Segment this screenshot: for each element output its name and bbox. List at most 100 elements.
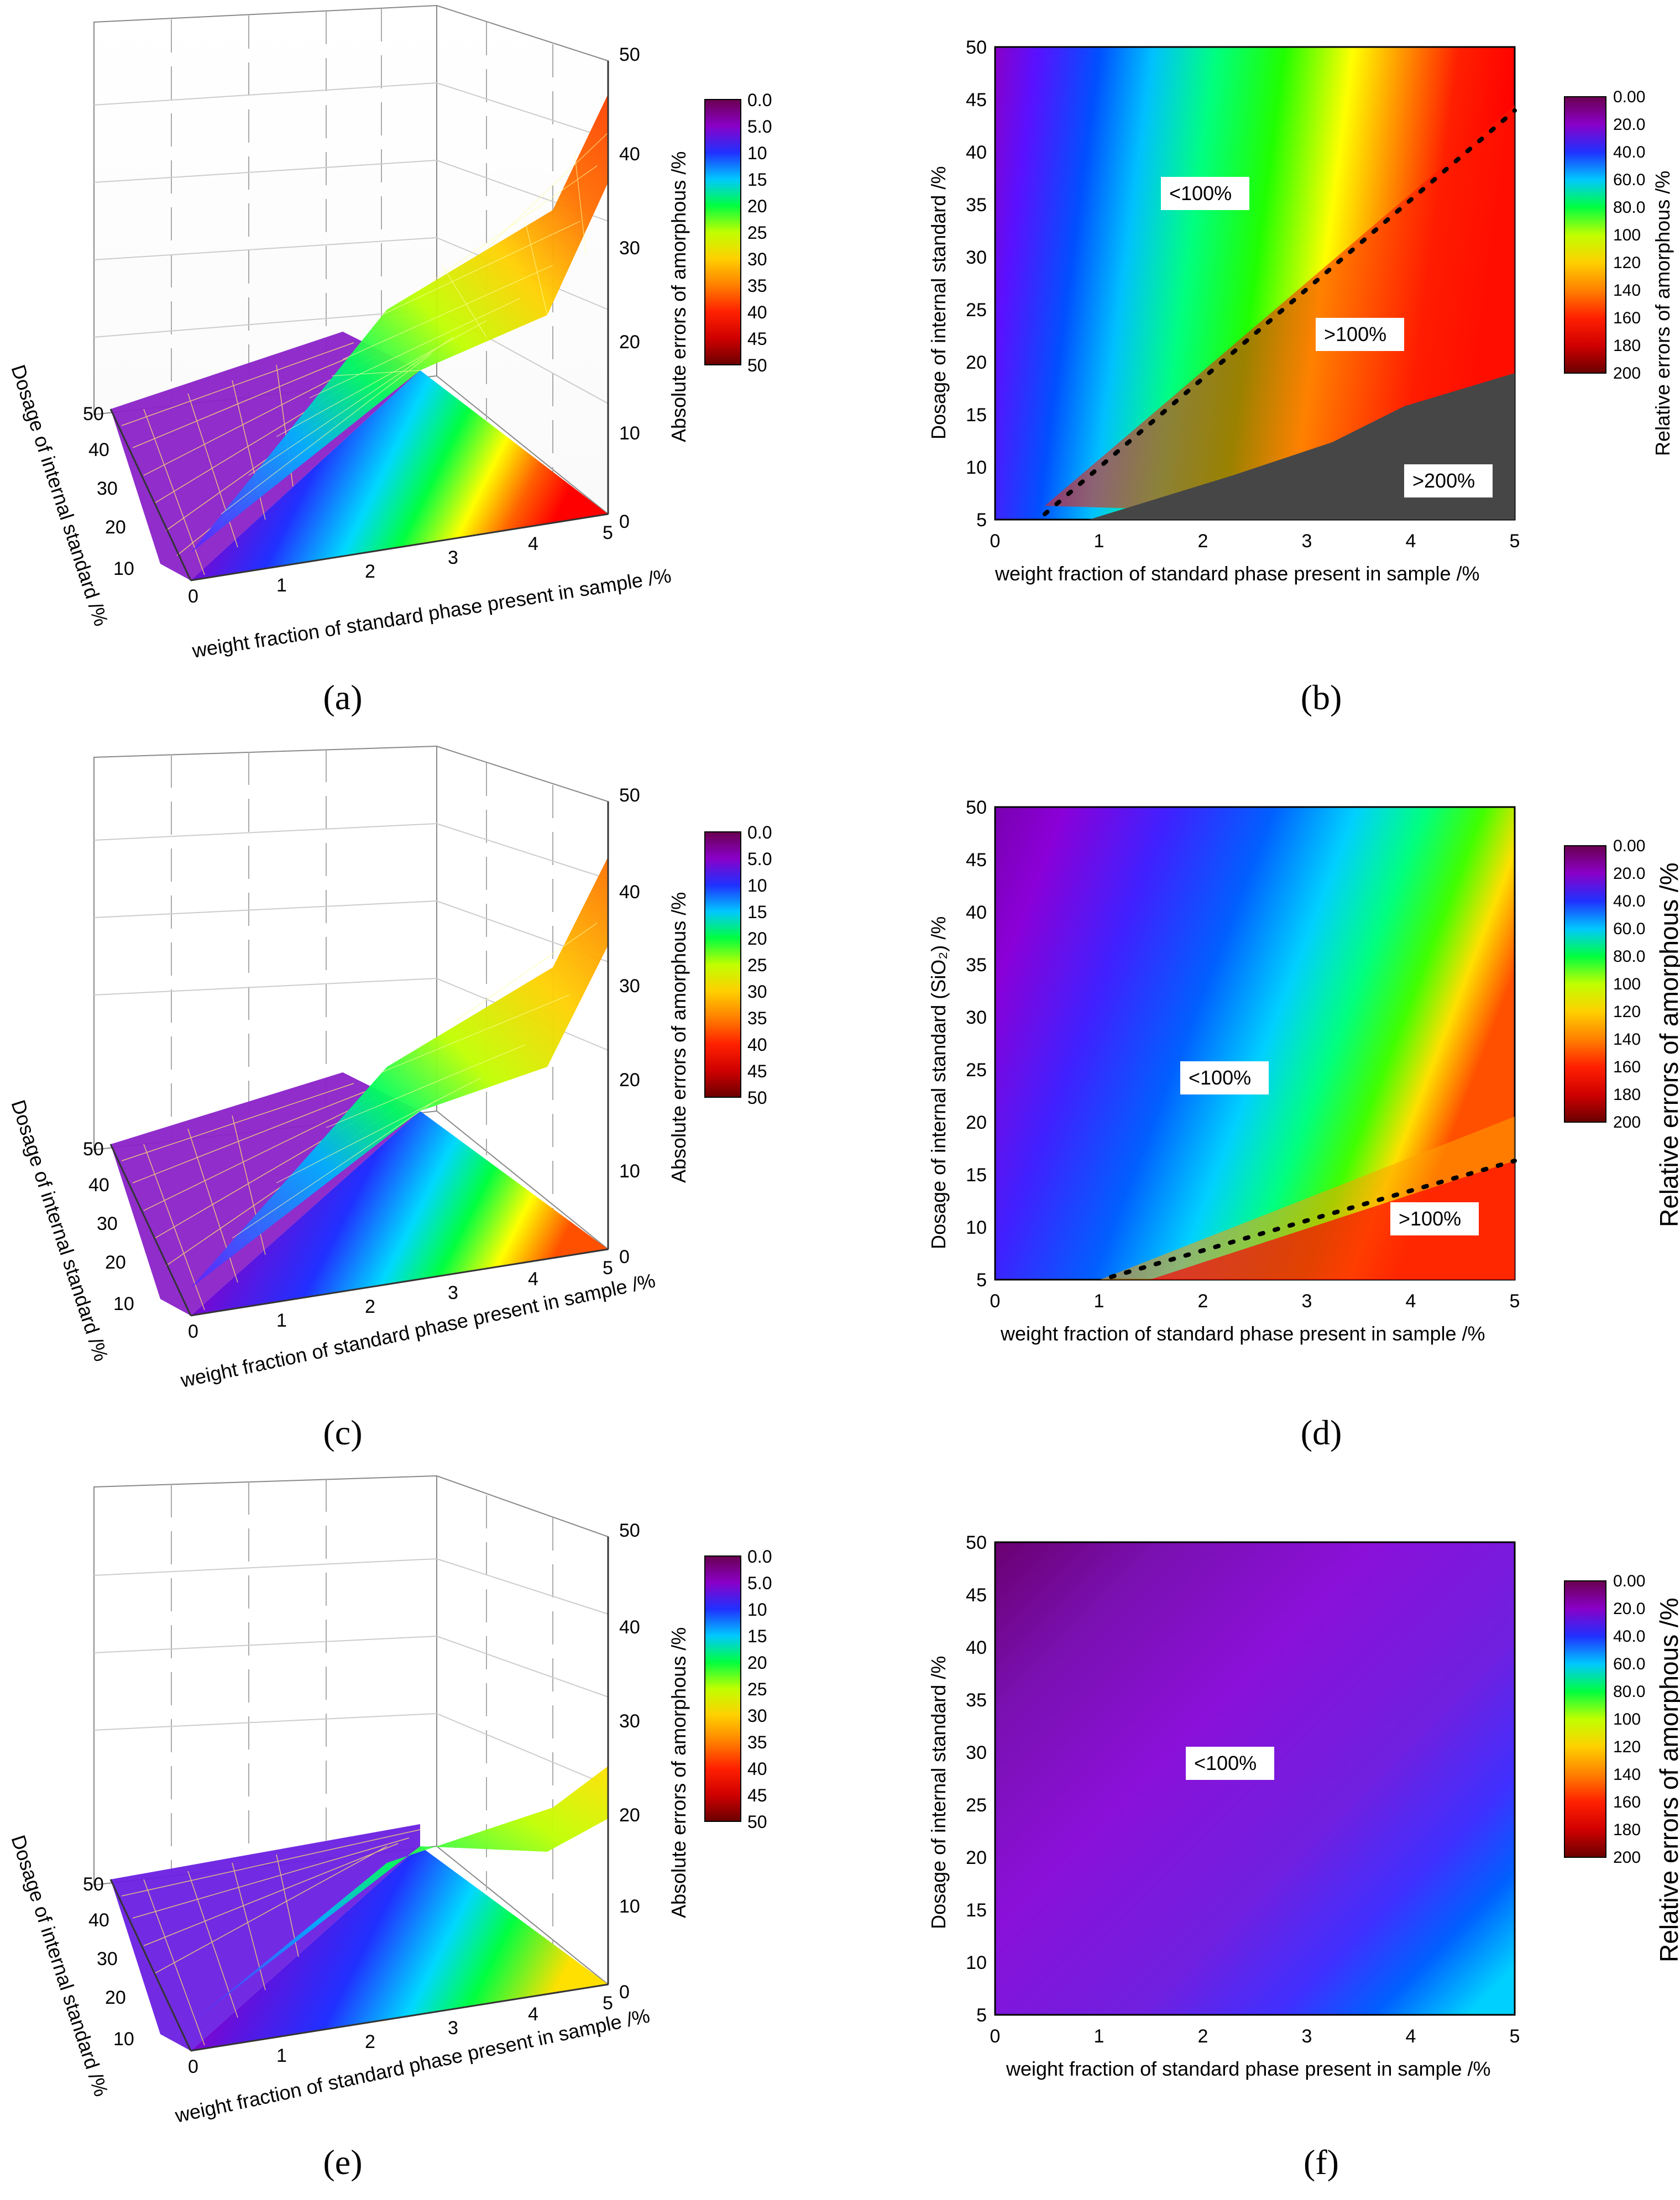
y-tick: 30 <box>97 478 118 499</box>
colorbar-tick: 40 <box>747 302 767 322</box>
colorbar-label: Relative errors of amorphous /% <box>1655 862 1680 1227</box>
y-tick: 20 <box>966 352 987 373</box>
z-tick: 20 <box>619 1805 640 1826</box>
y-tick: 25 <box>966 1795 987 1816</box>
x-axis-line <box>190 513 609 582</box>
y-tick: 10 <box>113 1293 134 1314</box>
colorbar-tick: 160 <box>1613 1793 1641 1811</box>
colorbar-tick: 25 <box>747 1679 767 1699</box>
colorbar-tick: 0.00 <box>1613 1572 1645 1590</box>
contour-plot-b: <100% >100% >200% 50 45 40 35 30 25 20 1… <box>927 37 1674 585</box>
colorbar-tick: 120 <box>1613 1003 1641 1021</box>
z-tick: 0 <box>619 1982 630 2003</box>
x-tick: 5 <box>603 1993 613 2014</box>
colorbar-tick: 45 <box>747 1785 767 1805</box>
z-axis-label: Absolute errors of amorphous /% <box>667 1627 690 1918</box>
y-tick: 50 <box>83 1874 104 1895</box>
colorbar-tick: 60.0 <box>1613 920 1645 938</box>
x-tick: 4 <box>528 1269 538 1290</box>
label-gt100: >100% <box>1399 1207 1461 1230</box>
x-tick: 0 <box>188 1321 198 1342</box>
surface-plot-c: 50 40 30 20 10 0 0 1 2 3 4 5 50 40 30 20… <box>7 745 772 1392</box>
colorbar-tick: 30 <box>747 982 767 1002</box>
caption-f: (f) <box>1304 2143 1339 2182</box>
x-tick: 3 <box>1302 2026 1312 2047</box>
colorbar-f <box>1564 1580 1606 1858</box>
x-axis-label: weight fraction of standard phase presen… <box>995 562 1480 585</box>
label-lt100: <100% <box>1189 1066 1251 1089</box>
x-tick: 3 <box>1302 531 1312 552</box>
y-tick: 5 <box>976 510 987 531</box>
label-lt100: <100% <box>1169 182 1232 205</box>
y-tick: 5 <box>976 2005 987 2026</box>
y-tick: 20 <box>105 1252 126 1273</box>
x-tick: 2 <box>1198 531 1208 552</box>
floor-projection <box>191 1846 608 2051</box>
floor-plane-purple <box>111 1824 420 2051</box>
z-axis-label: Absolute errors of amorphous /% <box>667 151 690 442</box>
caption-c: (c) <box>323 1413 363 1452</box>
z-tick: 0 <box>619 511 630 532</box>
z-tick: 50 <box>619 1520 640 1541</box>
y-tick: 15 <box>966 1900 987 1921</box>
y-tick: 20 <box>966 1112 987 1133</box>
z-tick: 10 <box>619 1161 640 1182</box>
x-tick: 5 <box>1510 1291 1520 1312</box>
y-tick: 30 <box>966 1007 987 1028</box>
x-tick: 0 <box>990 2026 1001 2047</box>
y-tick: 10 <box>966 1952 987 1973</box>
x-tick: 5 <box>1510 2026 1520 2047</box>
y-tick: 10 <box>113 2029 134 2050</box>
colorbar-tick: 5.0 <box>747 1573 772 1593</box>
z-tick: 10 <box>619 423 640 444</box>
annot-box: <100% >100% >200% <box>1161 177 1493 497</box>
x-tick: 5 <box>1510 531 1520 552</box>
z-tick: 0 <box>619 1246 630 1267</box>
contour-plot-d: <100% >100% 50 45 40 35 30 25 20 15 10 5… <box>927 797 1680 1345</box>
colorbar-tick: 5.0 <box>747 117 772 137</box>
y-tick: 50 <box>966 37 987 58</box>
x-axis-label: weight fraction of standard phase presen… <box>1006 2057 1491 2080</box>
y-tick: 40 <box>966 902 987 923</box>
colorbar-label: Relative errors of amorphous /% <box>1651 171 1674 456</box>
x-tick: 3 <box>448 2018 458 2039</box>
x-tick: 5 <box>603 1258 613 1279</box>
colorbar-tick: 180 <box>1613 1086 1641 1104</box>
colorbar-tick: 50 <box>747 1812 767 1832</box>
z-tick: 40 <box>619 144 640 165</box>
z-tick: 20 <box>619 332 640 353</box>
y-tick: 20 <box>966 1847 987 1868</box>
x-axis-label: weight fraction of standard phase presen… <box>1000 1322 1485 1345</box>
surface-plot-e: 50 40 30 20 10 0 0 1 2 3 4 5 50 40 30 20… <box>7 1475 772 2127</box>
colorbar-tick: 200 <box>1613 1113 1641 1132</box>
colorbar-c <box>704 831 741 1098</box>
y-tick: 5 <box>976 1270 987 1291</box>
colorbar-label: Relative errors of amorphous /% <box>1655 1597 1680 1962</box>
x-tick: 2 <box>365 1296 375 1317</box>
y-tick: 35 <box>966 195 987 216</box>
z-tick: 40 <box>619 1617 640 1638</box>
y-tick: 40 <box>88 1910 109 1931</box>
y-tick: 30 <box>97 1213 118 1234</box>
colorbar-tick: 25 <box>747 223 767 243</box>
x-tick: 4 <box>528 2004 538 2025</box>
colorbar-tick: 10 <box>747 876 767 895</box>
contour-plot-f: <100% 50 45 40 35 30 25 20 15 10 5 0 1 2… <box>927 1532 1680 2080</box>
colorbar-tick: 0.0 <box>747 823 772 842</box>
y-tick: 10 <box>113 558 134 579</box>
y-tick: 10 <box>966 457 987 478</box>
colorbar-tick: 40 <box>747 1759 767 1779</box>
boundary-100pct <box>1043 108 1517 516</box>
colorbar-tick: 100 <box>1613 975 1641 993</box>
colorbar-tick: 200 <box>1613 364 1641 383</box>
x-tick: 4 <box>1406 1291 1416 1312</box>
x-tick: 1 <box>276 1310 287 1331</box>
y-tick: 50 <box>966 797 987 818</box>
x-tick: 1 <box>276 575 287 596</box>
colorbar-tick: 40 <box>747 1035 767 1055</box>
y-axis-label: Dosage of internal standard (SiO₂) /% <box>927 916 950 1249</box>
x-tick: 2 <box>365 2031 375 2052</box>
colorbar-tick: 80.0 <box>1613 1683 1645 1701</box>
y-axis-line <box>109 408 192 581</box>
surface-plot-a: 50 40 30 20 10 0 0 1 2 3 4 5 50 40 30 20… <box>7 4 772 662</box>
